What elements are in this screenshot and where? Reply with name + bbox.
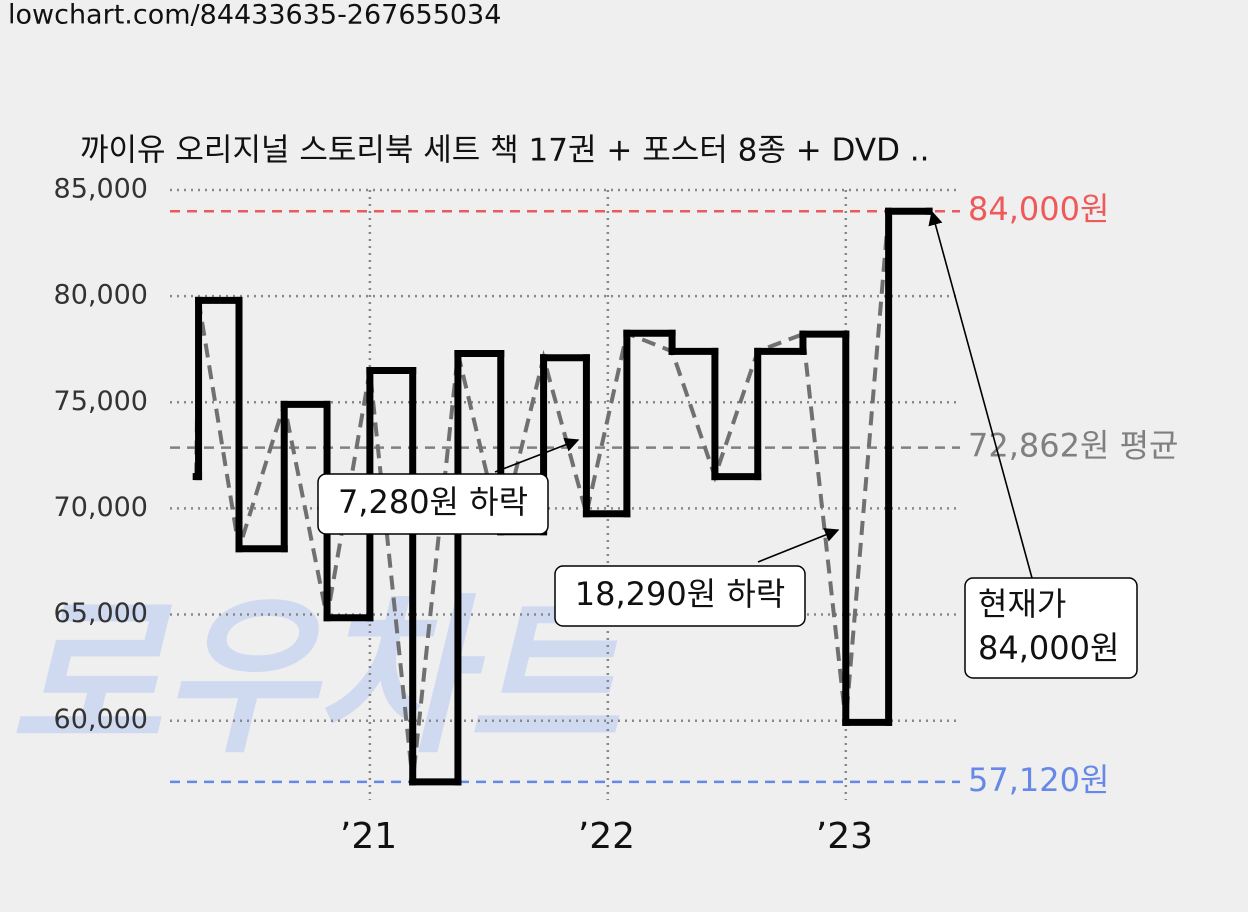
- y-tick-label: 60,000: [54, 704, 148, 735]
- annotation-arrow: [757, 528, 840, 563]
- x-tick-label: ’23: [816, 816, 873, 857]
- annotation-text: 현재가: [978, 585, 1066, 623]
- y-tick-label: 65,000: [54, 598, 148, 629]
- chart-title: 까이유 오리지널 스토리북 세트 책 17권 + 포스터 8종 + DVD ..: [80, 133, 930, 169]
- annotation-text: 7,280원 하락: [338, 483, 528, 521]
- reference-label: 72,862원 평균: [968, 427, 1178, 465]
- url: lowchart.com/84433635-267655034: [8, 0, 501, 31]
- annotation-arrow: [494, 437, 580, 473]
- y-tick-label: 70,000: [54, 492, 148, 523]
- y-tick-label: 75,000: [54, 386, 148, 417]
- reference-label: 84,000원: [968, 190, 1109, 228]
- annotation-box: [554, 565, 806, 627]
- annotation-arrow: [928, 210, 1033, 579]
- y-tick-label: 85,000: [54, 174, 148, 205]
- reference-label: 57,120원: [968, 761, 1109, 799]
- annotation-box: [964, 577, 1138, 679]
- y-tick-label: 80,000: [54, 280, 148, 311]
- x-tick-label: ’21: [340, 816, 397, 857]
- annotation-text: 18,290원 하락: [575, 575, 785, 613]
- x-tick-label: ’22: [578, 816, 635, 857]
- annotation-text: 84,000원: [978, 629, 1119, 667]
- annotation-box: [317, 473, 549, 535]
- watermark: 로우차트: [10, 579, 629, 777]
